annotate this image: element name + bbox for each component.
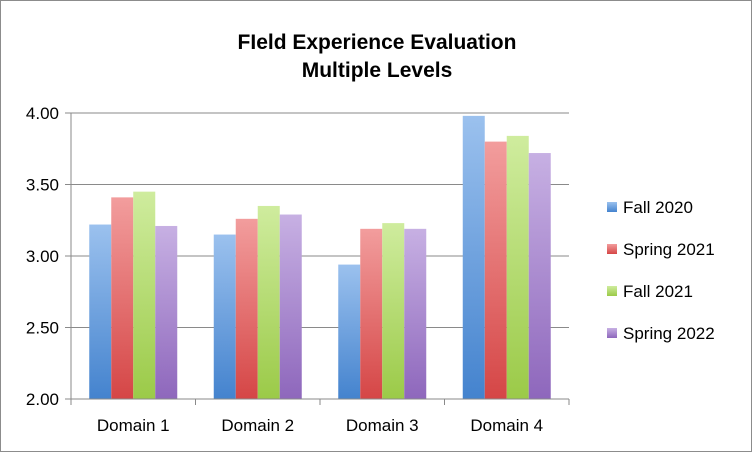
bar-spring-2021-domain-4 [484,141,507,399]
bar-fall-2021-domain-1 [133,191,156,399]
bar-spring-2021-domain-2 [235,218,258,399]
legend-label: Fall 2020 [623,198,693,217]
x-axis: Domain 1 Domain 2 Domain 3 Domain 4 [70,398,570,435]
bar-fall-2021-domain-2 [257,205,280,399]
y-tick-label: 4.00 [26,104,59,123]
bar-spring-2022-domain-2 [279,214,302,399]
x-category-label: Domain 3 [346,416,419,435]
bar-fall-2020-domain-3 [338,264,361,399]
y-tick-label: 3.50 [26,176,59,195]
legend: Fall 2020 Spring 2021 Fall 2021 Spring 2022 [607,198,715,343]
bars [89,115,551,400]
bar-fall-2020-domain-2 [213,234,236,399]
y-axis: 2.00 2.50 3.00 3.50 4.00 [26,104,72,409]
x-category-label: Domain 1 [97,416,170,435]
bar-spring-2022-domain-1 [155,225,178,399]
bar-fall-2020-domain-1 [89,224,112,399]
legend-swatch [607,244,617,254]
chart-title-line-2: Multiple Levels [302,59,453,82]
bar-fall-2020-domain-4 [462,115,485,400]
bar-fall-2021-domain-3 [382,223,405,399]
legend-swatch [607,202,617,212]
legend-swatch [607,328,617,338]
x-category-label: Domain 4 [470,416,543,435]
bar-spring-2022-domain-4 [528,153,551,399]
legend-label: Spring 2021 [623,240,715,259]
y-tick-label: 2.00 [26,390,59,409]
legend-label: Spring 2022 [623,324,715,343]
chart-title-line-1: FIeld Experience Evaluation [238,31,517,54]
legend-label: Fall 2021 [623,282,693,301]
x-category-label: Domain 2 [221,416,294,435]
y-tick-label: 2.50 [26,319,59,338]
bar-fall-2021-domain-4 [506,135,529,399]
bar-spring-2021-domain-3 [360,228,383,399]
y-tick-label: 3.00 [26,247,59,266]
legend-swatch [607,286,617,296]
bar-spring-2021-domain-1 [111,197,134,399]
bar-spring-2022-domain-3 [404,228,427,399]
